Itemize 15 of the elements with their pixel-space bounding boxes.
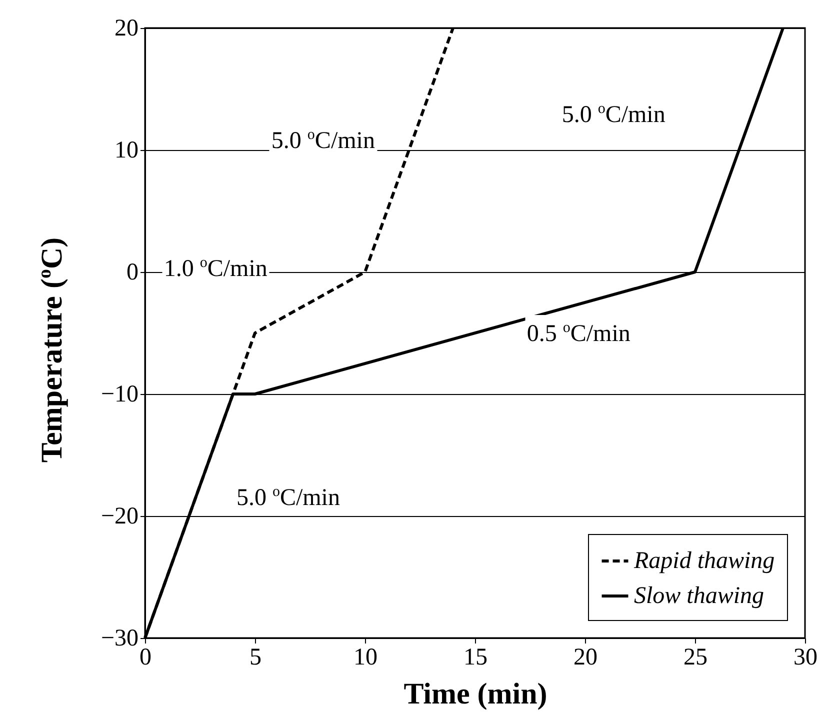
y-tick-label: 0 [126,260,138,286]
x-tick-label: 15 [464,644,488,670]
legend-label: Slow thawing [634,583,764,609]
y-tick-label: 20 [114,16,138,42]
x-axis-title: Time (min) [404,678,548,710]
x-tick-label: 25 [684,644,708,670]
y-tick-label: −20 [100,504,138,530]
y-tick-label: −10 [100,382,138,408]
x-tick-label: 30 [794,644,818,670]
x-tick-label: 20 [574,644,598,670]
x-tick-label: 10 [354,644,378,670]
x-tick-label: 5 [250,644,262,670]
legend-label: Rapid thawing [633,548,775,574]
y-tick-label: 10 [114,138,138,164]
y-tick-label: −30 [100,626,138,652]
